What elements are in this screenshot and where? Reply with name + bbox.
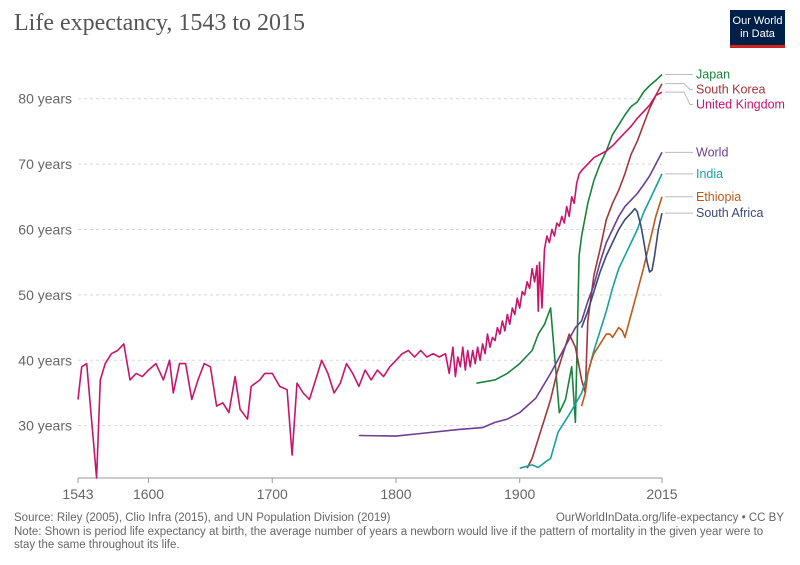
series-line-south-africa[interactable] xyxy=(580,207,663,328)
series-line-japan[interactable] xyxy=(476,73,663,424)
y-tick-label: 60 years xyxy=(18,221,72,237)
series-label-india[interactable]: India xyxy=(696,167,723,181)
grid-lines xyxy=(78,98,662,427)
label-connector-united-kingdom xyxy=(665,91,693,106)
series-label-south-korea[interactable]: South Korea xyxy=(696,83,766,97)
series-line-south-korea[interactable] xyxy=(526,83,663,469)
x-tick-label: 1600 xyxy=(133,486,164,502)
y-tick-label: 50 years xyxy=(18,287,72,303)
x-tick-label: 1700 xyxy=(257,486,288,502)
series-line-united-kingdom[interactable] xyxy=(77,91,663,479)
logo-line-2: in Data xyxy=(740,28,775,40)
x-tick-label: 1543 xyxy=(62,486,93,502)
y-tick-label: 40 years xyxy=(18,352,72,368)
y-tick-label: 70 years xyxy=(18,156,72,172)
series-lines xyxy=(77,73,663,479)
series-line-world[interactable] xyxy=(358,151,663,437)
series-label-united-kingdom[interactable]: United Kingdom xyxy=(696,98,785,112)
x-tick-label: 2015 xyxy=(646,486,677,502)
y-tick-label: 30 years xyxy=(18,418,72,434)
axes: 30 years 40 years 50 years 60 years 70 years… xyxy=(18,91,677,502)
label-connector-south-korea xyxy=(665,83,693,91)
logo-line-1: Our World xyxy=(732,15,783,27)
series-label-world[interactable]: World xyxy=(696,145,728,159)
source-note: Source: Riley (2005), Clio Infra (2015),… xyxy=(14,512,391,524)
series-label-japan[interactable]: Japan xyxy=(696,68,730,82)
source-link[interactable]: OurWorldInData.org/life-expectancy • CC … xyxy=(555,512,784,524)
owid-logo[interactable]: Our World in Data xyxy=(730,10,785,48)
y-tick-label: 80 years xyxy=(18,91,72,107)
series-line-india[interactable] xyxy=(519,173,663,469)
series-label-south-africa[interactable]: South Africa xyxy=(696,206,763,220)
footer-note: Note: Shown is period life expectancy at… xyxy=(14,526,764,551)
chart-title: Life expectancy, 1543 to 2015 xyxy=(14,10,306,36)
series-line-ethiopia[interactable] xyxy=(580,196,663,407)
x-tick-label: 1900 xyxy=(504,486,535,502)
line-chart: 30 years 40 years 50 years 60 years 70 years… xyxy=(18,68,785,502)
x-tick-label: 1800 xyxy=(380,486,411,502)
series-label-ethiopia[interactable]: Ethiopia xyxy=(696,190,741,204)
